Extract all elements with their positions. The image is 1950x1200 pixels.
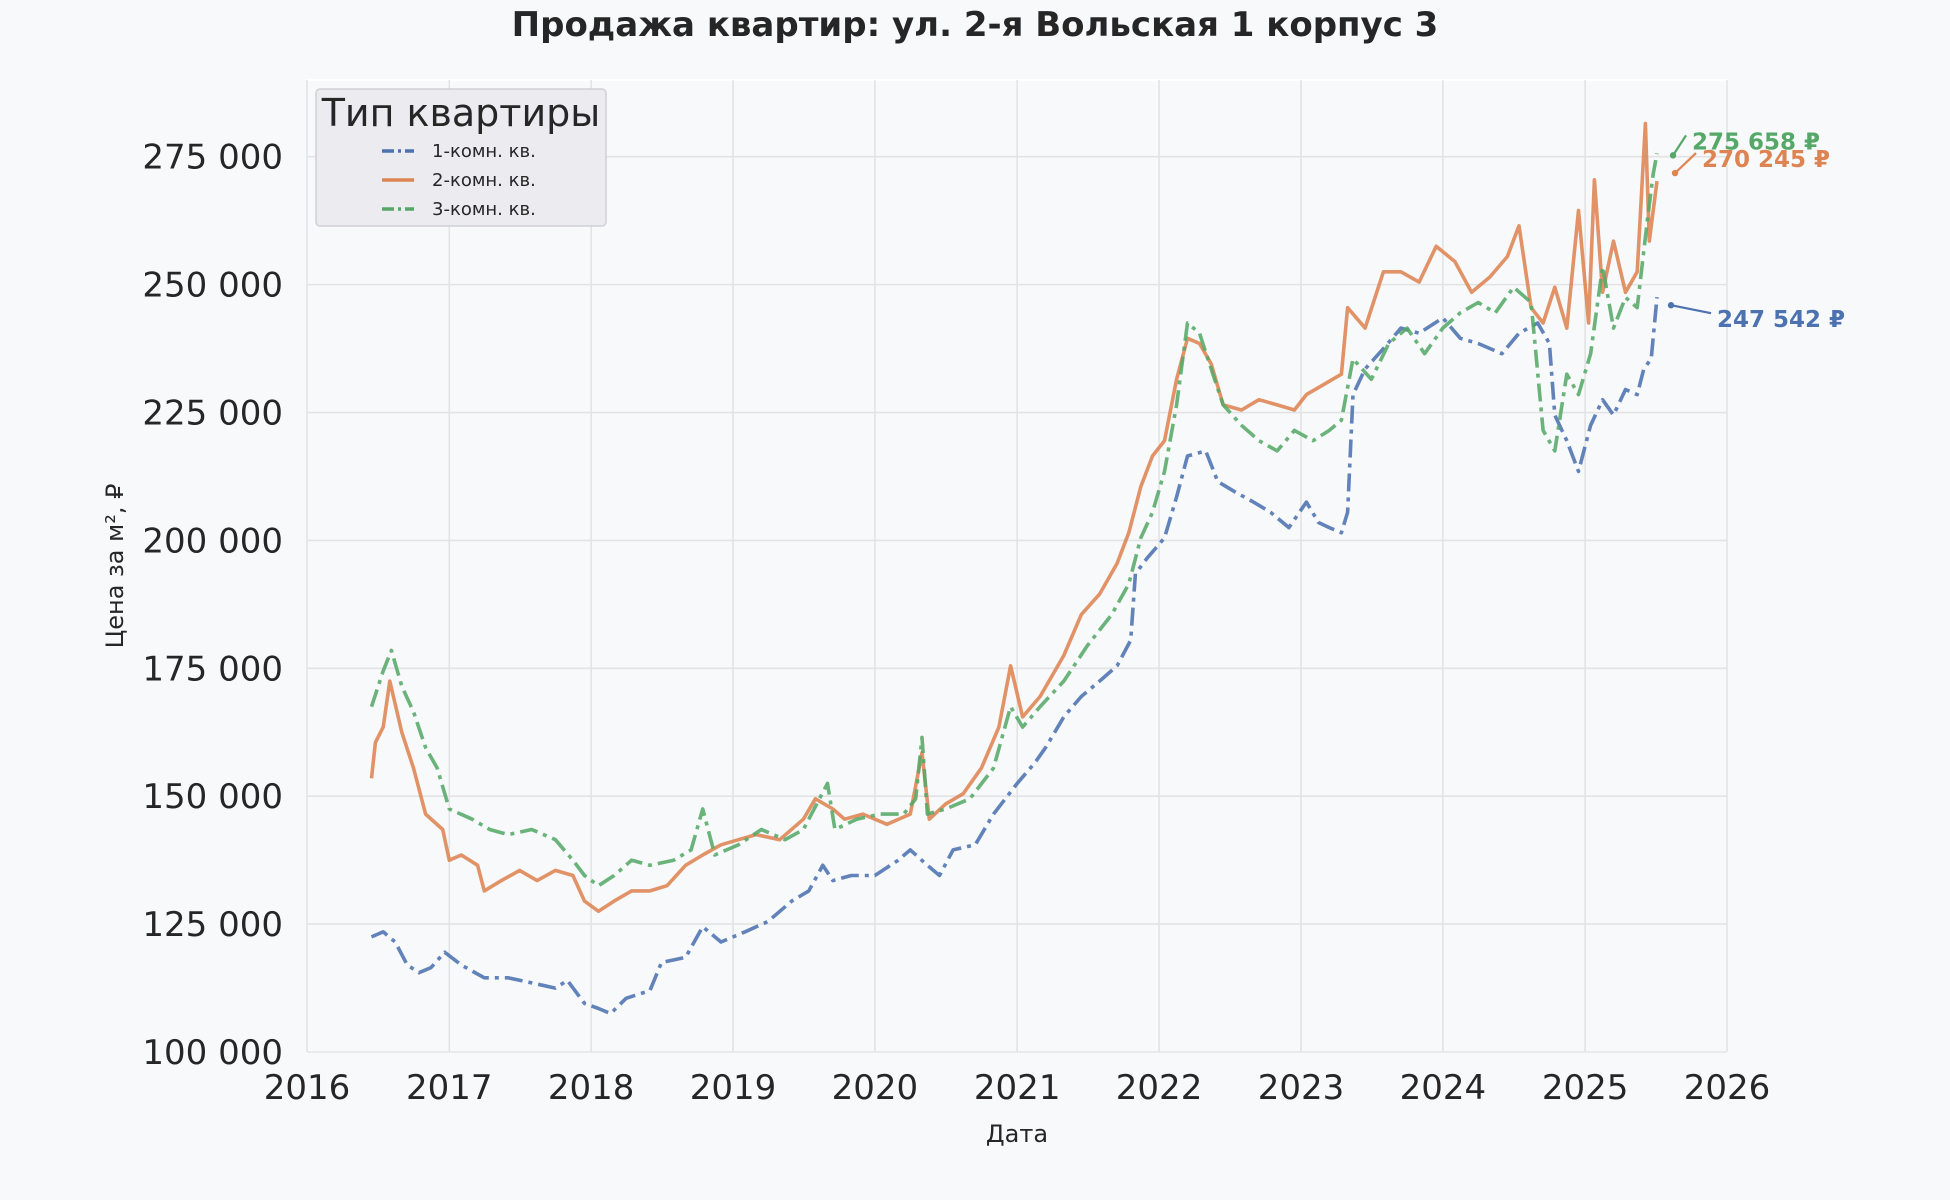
y-tick-label: 200 000 xyxy=(142,521,283,561)
x-tick-label: 2020 xyxy=(832,1068,919,1108)
y-axis: 100 000 125 000 150 000 175 000 200 000 225 0… xyxy=(142,138,283,1073)
x-tick-label: 2016 xyxy=(264,1068,351,1108)
y-tick-label: 150 000 xyxy=(142,777,283,817)
y-tick-label: 175 000 xyxy=(142,649,283,689)
grid xyxy=(306,80,1728,1053)
end-label-pointer-tip xyxy=(1667,302,1675,309)
series-line-3 xyxy=(369,153,1659,888)
end-label-pointer xyxy=(1672,134,1687,156)
y-tick-label: 225 000 xyxy=(142,394,283,434)
legend-label-3: 3-комн. кв. xyxy=(432,199,536,220)
y-axis-label: Цена за м², ₽ xyxy=(101,484,129,649)
x-tick-label: 2017 xyxy=(406,1068,493,1108)
legend: Тип квартиры 1-комн. кв. 2-комн. кв. 3-ком… xyxy=(315,88,607,227)
x-tick-label: 2026 xyxy=(1684,1068,1771,1108)
x-tick-label: 2022 xyxy=(1116,1068,1203,1108)
end-label-pointer-tip xyxy=(1669,152,1677,159)
x-axis-label: Дата xyxy=(986,1120,1048,1148)
x-tick-label: 2019 xyxy=(690,1068,777,1108)
end-labels: 247 542 ₽ 270 245 ₽275 658 ₽ xyxy=(1667,129,1845,333)
x-tick-label: 2023 xyxy=(1258,1068,1345,1108)
x-axis: 2016 2017 2018 2019 2020 2021 2022 2023 2024 2025… xyxy=(264,1068,1771,1108)
legend-box xyxy=(315,88,607,227)
legend-label-1: 1-комн. кв. xyxy=(432,141,536,162)
legend-items: 1-комн. кв. 2-комн. кв. 3-комн. кв. xyxy=(382,141,536,220)
end-label-pointer xyxy=(1670,304,1712,315)
end-label-3: 275 658 ₽ xyxy=(1692,129,1820,155)
end-label-2: 270 245 ₽ xyxy=(1702,147,1830,173)
x-tick-label: 2024 xyxy=(1400,1068,1487,1108)
x-tick-label: 2025 xyxy=(1542,1068,1629,1108)
y-tick-label: 250 000 xyxy=(142,266,283,306)
series-line-1 xyxy=(370,297,1659,1016)
x-tick-label: 2018 xyxy=(548,1068,635,1108)
x-tick-label: 2021 xyxy=(974,1068,1061,1108)
legend-title: Тип квартиры xyxy=(321,91,601,135)
end-label-1: 247 542 ₽ xyxy=(1717,307,1845,333)
end-label-pointer xyxy=(1674,152,1697,174)
chart-title: Продажа квартир: ул. 2-я Вольская 1 корп… xyxy=(512,5,1439,45)
y-tick-label: 275 000 xyxy=(142,138,283,178)
y-tick-label: 100 000 xyxy=(142,1033,283,1073)
end-label-pointer-tip xyxy=(1671,169,1679,177)
series-line-2 xyxy=(369,121,1659,914)
series-layer xyxy=(369,121,1659,1016)
legend-label-2: 2-комн. кв. xyxy=(432,170,536,191)
y-tick-label: 125 000 xyxy=(142,905,283,945)
